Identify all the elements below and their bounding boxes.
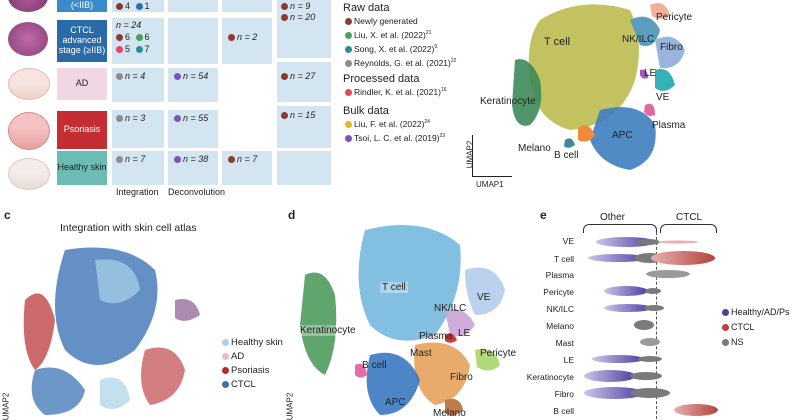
count: 6 6 <box>116 32 150 42</box>
row-label: Mast <box>555 338 574 348</box>
axis-label-umap2: UMAP2 <box>285 392 295 420</box>
cluster-label: Mast <box>410 348 432 359</box>
cluster-label: Melano <box>433 408 466 419</box>
legend-raw-title: Raw data <box>343 2 390 14</box>
cluster-label: Fibro <box>660 42 683 53</box>
count: 4 1 <box>116 1 150 11</box>
panel-letter: e <box>540 208 547 222</box>
cluster-label: Pericyte <box>480 348 517 359</box>
cluster-label: Keratinocyte <box>480 96 536 107</box>
row-label: LE <box>563 355 574 365</box>
cluster-label: Fibro <box>450 372 473 383</box>
cluster-label: APC <box>385 397 406 408</box>
row-label-ad: AD <box>57 68 107 100</box>
cluster-label: B cell <box>362 360 387 371</box>
legend-item: Song, X. et al. (2022)9 <box>345 44 437 54</box>
cluster-label: APC <box>612 130 633 141</box>
count: n = 4 <box>116 71 145 81</box>
axis-label-umap1: UMAP1 <box>476 180 504 189</box>
group-label-ctcl: CTCL <box>676 212 703 223</box>
row-label: Melano <box>546 321 574 331</box>
legend-item: NS <box>722 337 744 347</box>
group-label-other: Other <box>600 212 626 223</box>
row-label: VE <box>562 236 574 246</box>
cluster-label: B cell <box>554 150 579 161</box>
row-label: Pericyte <box>543 287 574 297</box>
row-label: B cell <box>553 406 574 416</box>
row-label-healthy: Healthy skin <box>57 151 107 185</box>
bracket <box>583 224 657 233</box>
umap-top: T cell Pericyte NK/ILC Fibro LE VE Kerat… <box>465 0 800 200</box>
count: n = 54 <box>174 71 208 81</box>
legend-item: Liu, F. et al. (2022)24 <box>345 119 430 129</box>
legend-item: Psoriasis <box>222 365 270 376</box>
axis-label-umap2: UMAP2 <box>1 392 11 420</box>
row-label: Plasma <box>545 270 574 280</box>
legend-item: CTCL <box>222 379 256 390</box>
row-label-ctcl-early: (<IIB) <box>57 0 107 12</box>
count: 5 7 <box>116 44 150 54</box>
skin-icon-ctcl-early <box>8 0 48 12</box>
count: n = 15 <box>281 110 315 120</box>
bracket <box>660 224 717 233</box>
legend-item: Healthy skin <box>222 337 283 348</box>
count: n = 27 <box>281 71 315 81</box>
panel-letter: d <box>288 208 296 222</box>
cluster-label: VE <box>477 292 491 303</box>
umap-top-plot <box>512 2 685 170</box>
col-label-integration: Integration <box>116 187 159 197</box>
cluster-label: Pericyte <box>656 12 693 23</box>
legend-item: Newly generated <box>345 16 418 26</box>
skin-icon-psoriasis <box>8 112 50 150</box>
panel-letter: c <box>4 208 11 222</box>
row-label-psoriasis: Psoriasis <box>57 111 107 149</box>
cluster-label: LE <box>644 68 657 79</box>
cluster-label: LE <box>458 328 471 339</box>
count: n = 20 <box>281 12 315 22</box>
legend-item: Healthy/AD/Ps <box>722 307 790 317</box>
axis-label-umap2: UMAP2 <box>465 140 475 169</box>
cluster-label: Keratinocyte <box>298 325 358 336</box>
skin-icon-healthy <box>8 158 50 190</box>
skin-icon-ctcl-advanced <box>8 22 48 56</box>
divider-line <box>656 232 657 419</box>
legend-item: CTCL <box>722 322 755 332</box>
col-label-deconvolution: Deconvolution <box>168 187 226 197</box>
cluster-label: T cell <box>544 36 571 48</box>
row-label: NK/ILC <box>546 304 574 314</box>
legend-bulk-title: Bulk data <box>343 105 389 117</box>
cluster-label: Plasma <box>419 331 453 342</box>
legend-item: Liu, X. et al. (2022)21 <box>345 30 431 40</box>
row-label: Keratinocyte <box>526 372 574 382</box>
legend-item: Rindler, K. et al. (2021)16 <box>345 87 447 97</box>
skin-icon-ad <box>8 68 50 100</box>
legend-item: AD <box>222 351 244 362</box>
beeswarm-plot <box>584 237 718 416</box>
count: n = 9 <box>281 1 310 11</box>
cluster-label: NK/ILC <box>622 34 655 45</box>
legend-processed-title: Processed data <box>343 73 420 85</box>
axis-line <box>472 176 512 177</box>
umap-c-plot <box>23 247 200 415</box>
count: n = 24 <box>116 20 142 30</box>
panel-c-title: Integration with skin cell atlas <box>60 222 197 234</box>
cluster-label: Melano <box>518 143 551 154</box>
count: n = 3 <box>116 113 145 123</box>
legend-item: Reynolds, G. et al. (2021)22 <box>345 58 456 68</box>
umap-d-plot <box>300 225 505 416</box>
cluster-label: Plasma <box>652 120 686 131</box>
axis-line <box>472 135 473 177</box>
count: n = 2 <box>228 32 257 42</box>
row-label-ctcl-advanced: CTCL advanced stage (≥IIB) <box>57 20 107 62</box>
cluster-label: NK/ILC <box>434 303 467 314</box>
row-label: T cell <box>553 254 574 264</box>
count: n = 7 <box>228 154 257 164</box>
count: n = 38 <box>174 154 208 164</box>
legend-item: Tsoi, L. C. et al. (2019)23 <box>345 133 445 143</box>
cluster-label: VE <box>656 92 670 103</box>
count: n = 55 <box>174 113 208 123</box>
count: n = 7 <box>116 154 145 164</box>
cluster-label: T cell <box>380 282 408 293</box>
row-label: Fibro <box>554 389 574 399</box>
